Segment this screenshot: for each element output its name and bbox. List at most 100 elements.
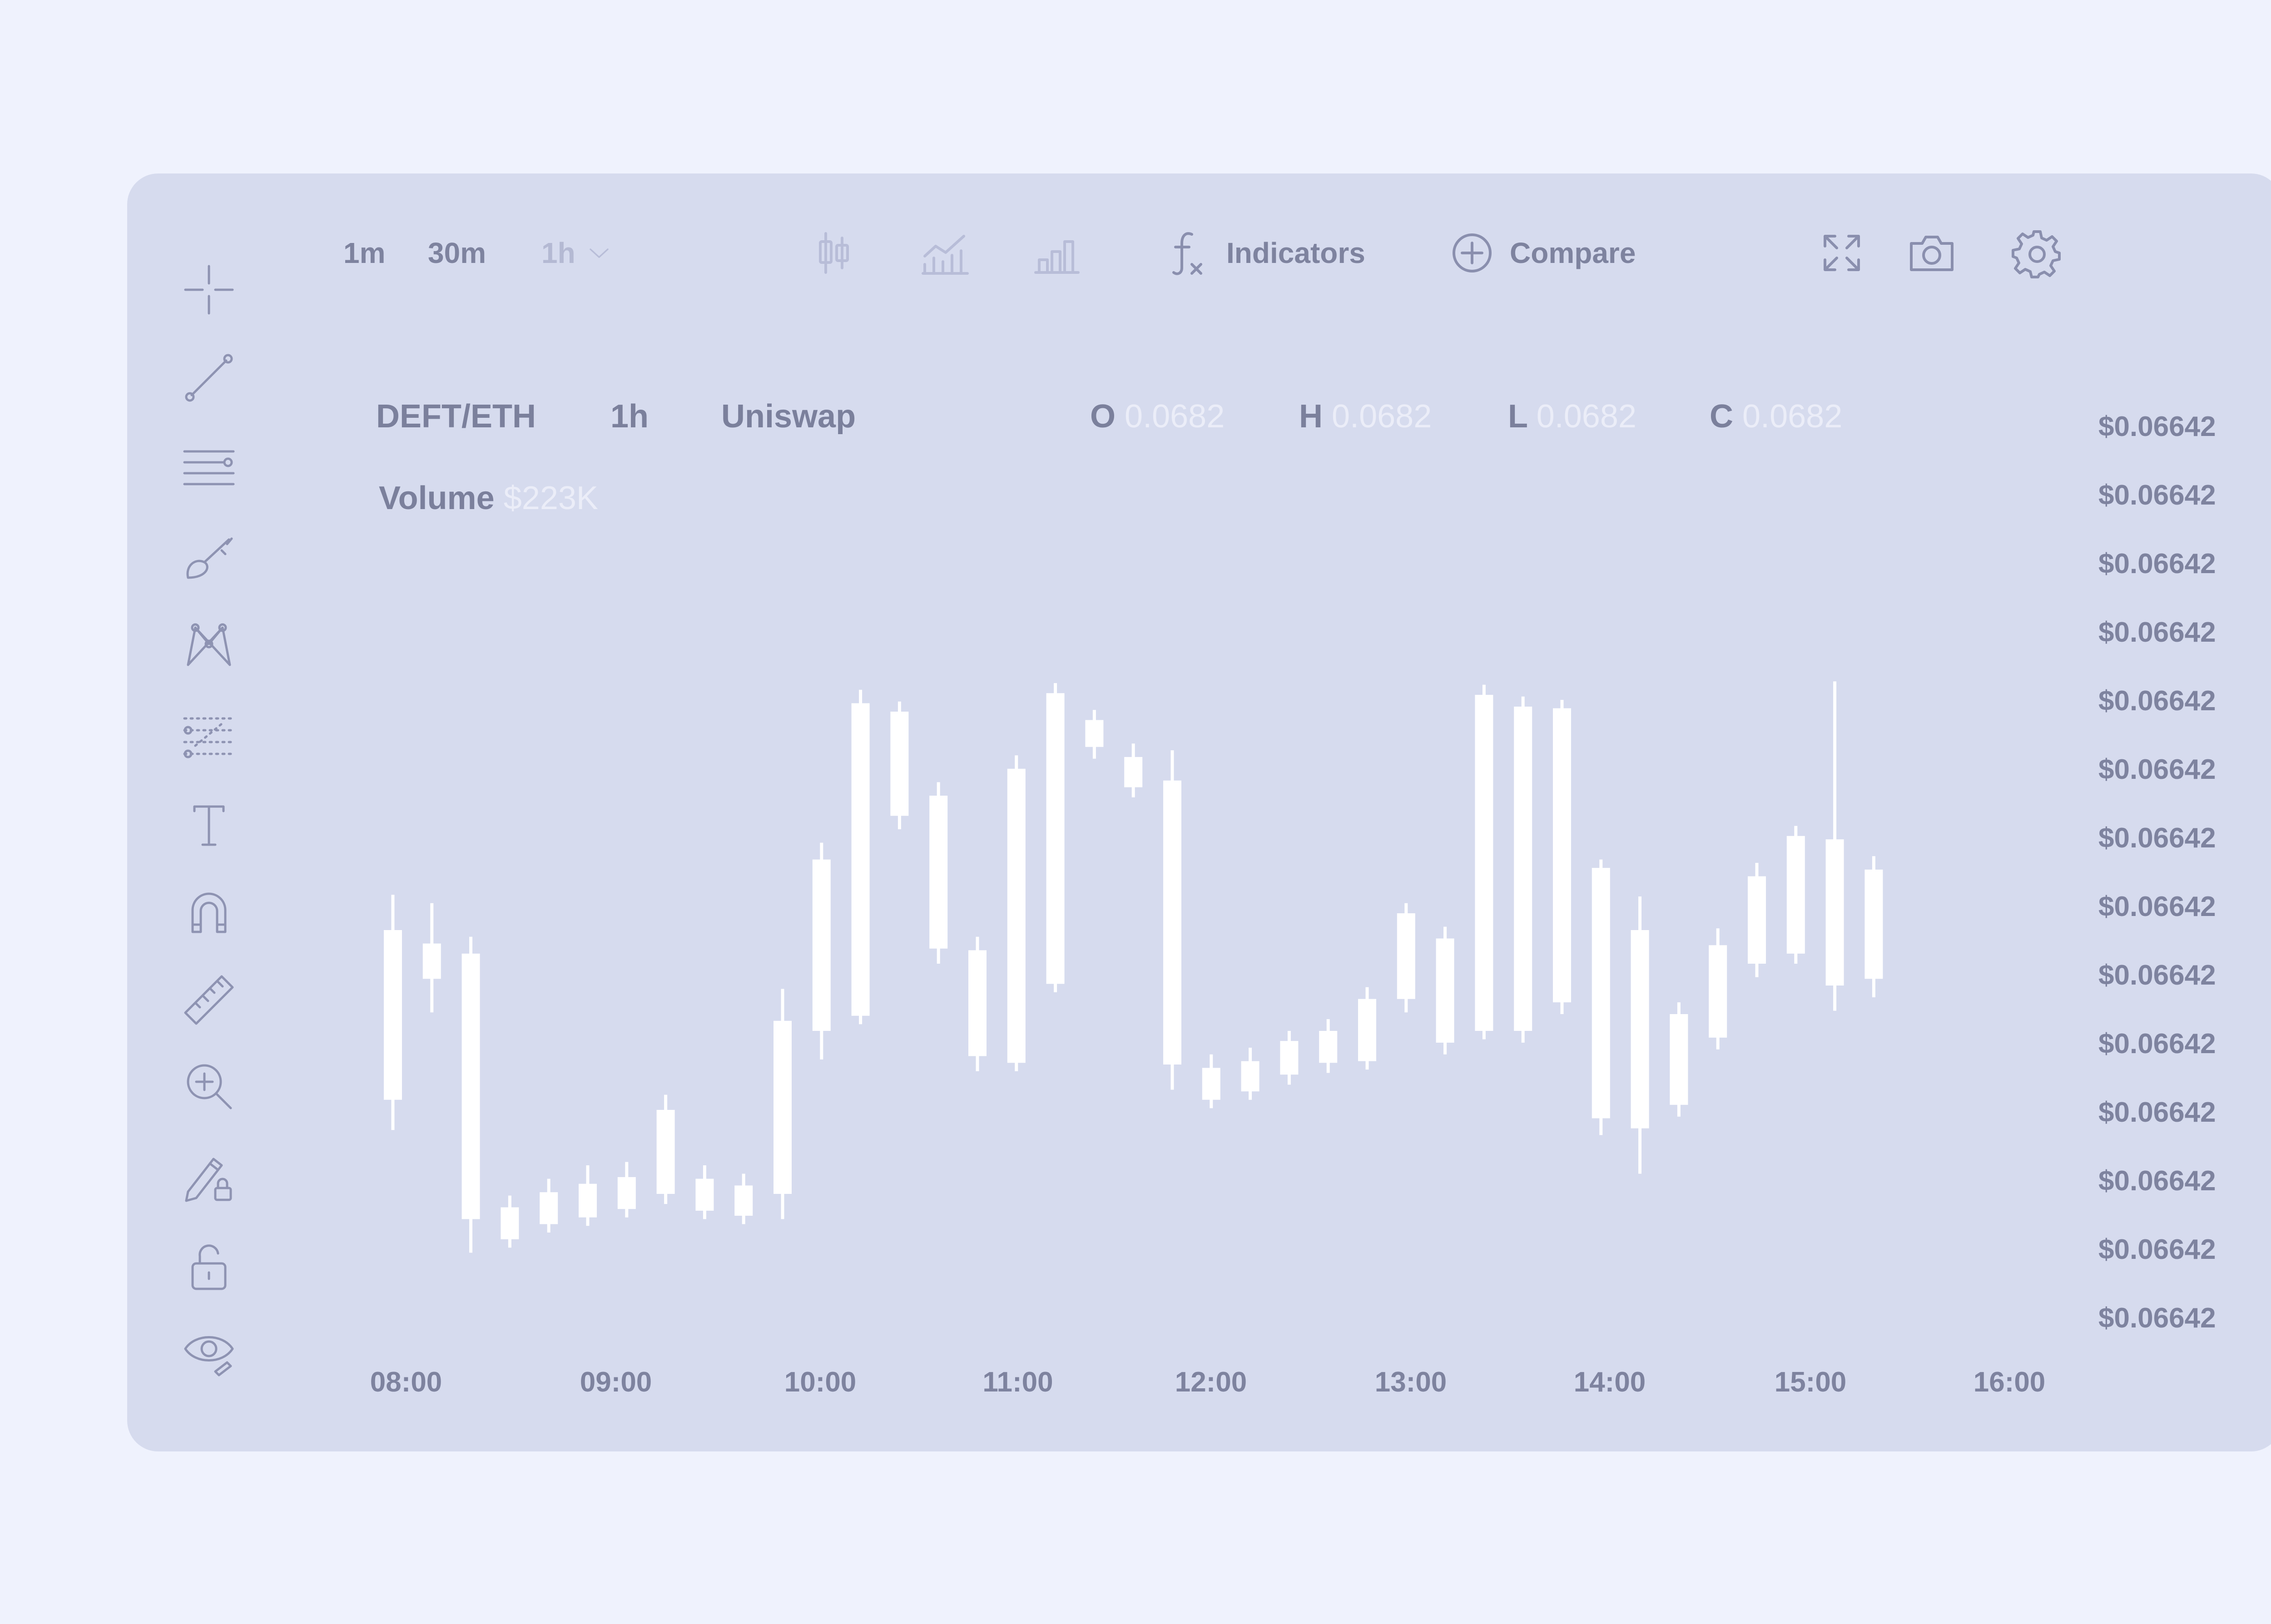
candle-body <box>851 703 870 1016</box>
plus-circle-icon <box>1453 233 1492 272</box>
candle-body <box>579 1183 597 1218</box>
candle-body <box>1241 1061 1259 1092</box>
candle-body <box>1631 930 1649 1129</box>
time-axis-label: 08:00 <box>370 1367 442 1398</box>
pattern-tool-button[interactable] <box>177 614 241 678</box>
time-axis-label: 12:00 <box>1175 1367 1247 1398</box>
candle <box>384 895 402 1130</box>
candle-body <box>422 943 441 979</box>
zoom-in-tool-button[interactable] <box>177 1055 241 1118</box>
horizontal-lines-tool-button[interactable] <box>177 436 241 500</box>
candle <box>461 936 480 1253</box>
candle <box>890 701 909 829</box>
interval-30m-label: 30m <box>428 237 486 269</box>
interval-dropdown[interactable]: 1h <box>541 228 613 278</box>
time-axis-label: 14:00 <box>1573 1367 1646 1398</box>
time-axis-label: 16:00 <box>1973 1367 2046 1398</box>
brush-icon <box>186 537 233 579</box>
bar-chart-icon <box>1034 240 1080 274</box>
candle-body <box>656 1109 675 1194</box>
candle-body <box>1358 999 1376 1061</box>
candle <box>1631 896 1649 1174</box>
compare-button[interactable]: Compare <box>1447 228 1636 278</box>
time-axis-label: 10:00 <box>784 1367 857 1398</box>
magnet-icon <box>191 892 227 933</box>
candle-body <box>1436 938 1454 1043</box>
candle-body <box>1825 839 1844 986</box>
candle-body <box>540 1192 558 1224</box>
candle <box>1553 700 1571 1014</box>
time-axis-label: 11:00 <box>982 1367 1053 1398</box>
candle-body <box>1397 913 1415 999</box>
candle <box>1475 684 1493 1040</box>
candle-body <box>501 1207 519 1239</box>
candle <box>1786 826 1805 964</box>
ohlc-close-label: C <box>1710 398 1733 435</box>
pattern-icon <box>187 623 231 666</box>
candle <box>734 1173 753 1224</box>
interval-1m-button[interactable]: 1m <box>343 228 386 278</box>
candle-body <box>1709 945 1727 1038</box>
price-axis-label: $0.06642 <box>2098 960 2216 991</box>
candle-body <box>1202 1068 1220 1100</box>
screenshot-button[interactable] <box>1907 228 1957 278</box>
candlestick-icon <box>819 232 849 274</box>
bar-chart-type-button[interactable] <box>1031 228 1081 278</box>
candle-body <box>1670 1014 1688 1105</box>
chart-panel: 1m 30m 1h Indicators Compare DEFT/ETH 1h… <box>127 173 2271 1451</box>
price-axis-label: $0.06642 <box>2098 891 2216 922</box>
trend-line-tool-button[interactable] <box>177 346 241 410</box>
settings-button[interactable] <box>2012 228 2062 278</box>
candle-body <box>461 953 480 1219</box>
candle-body <box>812 859 831 1031</box>
interval-dropdown-label: 1h <box>541 237 575 269</box>
ohlc-close: C 0.0682 <box>1710 398 1842 435</box>
candle-body <box>1085 720 1104 747</box>
visibility-tool-button[interactable] <box>177 1320 241 1383</box>
candle <box>1319 1019 1338 1073</box>
price-axis-label: $0.06642 <box>2098 548 2216 579</box>
candle-body <box>1007 768 1026 1063</box>
candle <box>1592 859 1610 1135</box>
candle <box>1748 863 1766 977</box>
volume-readout: Volume $223K <box>379 480 598 517</box>
candle <box>1864 856 1883 997</box>
magnet-tool-button[interactable] <box>177 880 241 944</box>
candle-body <box>1280 1041 1299 1075</box>
fib-levels-tool-button[interactable] <box>177 704 241 767</box>
ruler-tool-button[interactable] <box>177 968 241 1032</box>
candle-body <box>1748 876 1766 964</box>
candle-body <box>1514 706 1532 1031</box>
fullscreen-button[interactable] <box>1817 228 1867 278</box>
interval-30m-button[interactable]: 30m <box>428 228 486 278</box>
lock-drawings-tool-button[interactable] <box>177 1145 241 1209</box>
candle <box>968 936 987 1071</box>
text-tool-button[interactable] <box>177 793 241 857</box>
candle <box>1007 755 1026 1071</box>
price-axis-label: $0.06642 <box>2098 822 2216 854</box>
time-axis-label: 09:00 <box>580 1367 652 1398</box>
volume-value: $223K <box>503 480 598 516</box>
candle <box>774 989 792 1219</box>
candle <box>1202 1054 1220 1109</box>
candle-body <box>1553 708 1571 1003</box>
candle-body <box>774 1020 792 1194</box>
candle-body <box>734 1185 753 1216</box>
candle <box>695 1165 714 1219</box>
area-chart-icon <box>922 235 969 275</box>
price-axis-label: $0.06642 <box>2098 480 2216 511</box>
fullscreen-icon <box>1824 235 1860 271</box>
candle <box>851 689 870 1025</box>
candle <box>1046 683 1065 992</box>
price-axis-label: $0.06642 <box>2098 1165 2216 1197</box>
crosshair-tool-button[interactable] <box>177 258 241 322</box>
candle <box>422 903 441 1013</box>
ohlc-high-value: 0.0682 <box>1332 398 1432 435</box>
unlock-tool-button[interactable] <box>177 1235 241 1299</box>
candles-chart-type-button[interactable] <box>808 228 858 278</box>
horizontal-lines-icon <box>183 450 235 485</box>
indicators-button[interactable]: Indicators <box>1164 228 1365 278</box>
brush-tool-button[interactable] <box>177 526 241 589</box>
ohlc-open-value: 0.0682 <box>1125 398 1225 435</box>
line-chart-type-button[interactable] <box>920 228 970 278</box>
